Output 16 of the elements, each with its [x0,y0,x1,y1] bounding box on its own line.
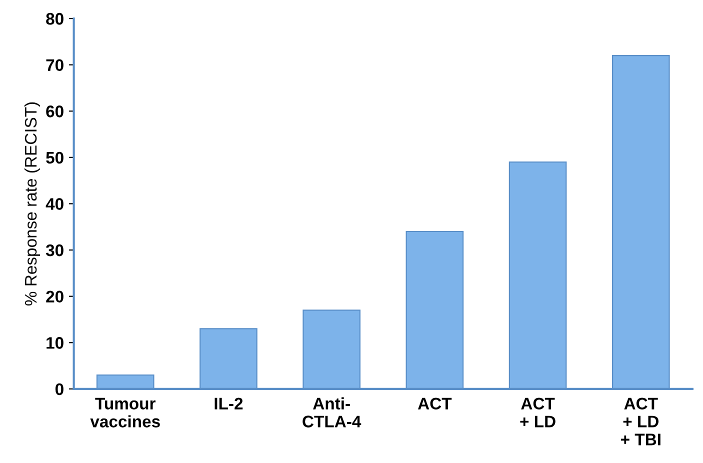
y-tick-label: 60 [46,106,64,118]
y-tick-label: 10 [46,337,64,349]
x-tick-label: ACT [418,398,452,410]
y-axis-title: % Response rate (RECIST) [24,102,40,306]
y-tick-label: 0 [55,383,64,396]
x-tick-label: ACT + LD [520,398,556,428]
x-tick-label: Anti- CTLA-4 [302,397,362,428]
y-tick-label: 30 [46,244,64,256]
y-tick-label: 50 [46,152,64,164]
y-tick-label: 80 [46,12,64,25]
y-tick-label: 20 [46,290,64,303]
y-tick-label: 70 [46,59,64,72]
x-tick-label: Tumour vaccines [90,398,160,428]
y-tick-label: 40 [46,198,64,210]
x-tick-label: IL-2 [214,398,243,410]
x-tick-label: ACT + LD + TBI [620,398,660,446]
